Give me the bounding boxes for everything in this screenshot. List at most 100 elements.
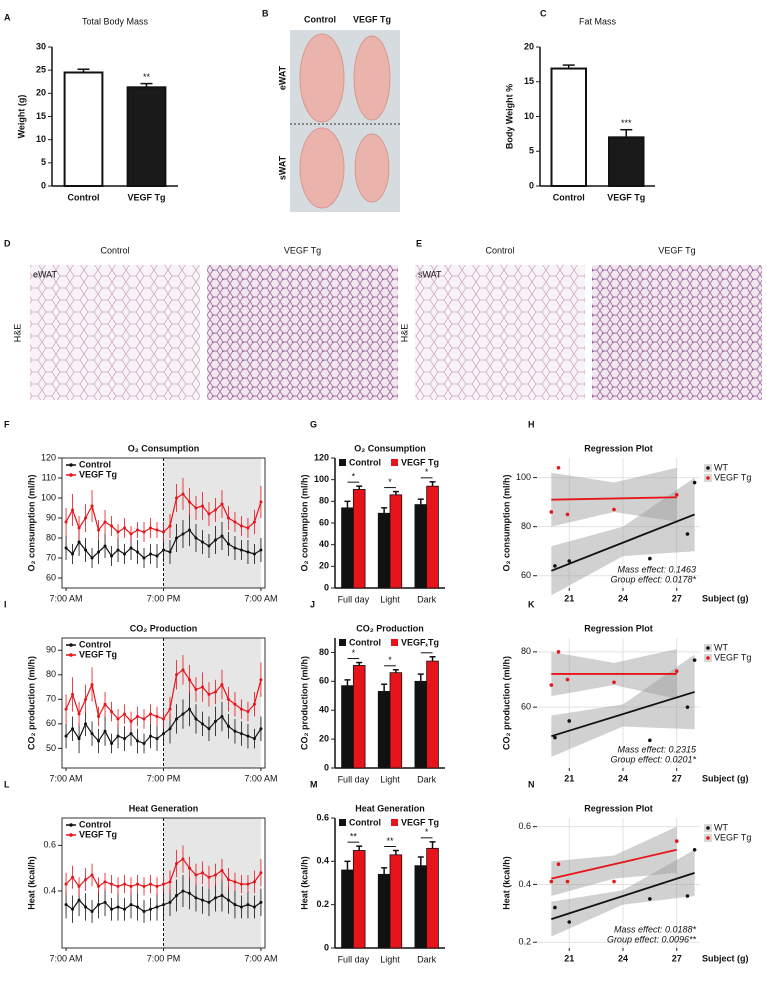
bar: [341, 685, 354, 769]
point: [129, 719, 133, 723]
point: [648, 897, 652, 901]
point: [233, 520, 237, 524]
point: [246, 734, 250, 738]
point: [200, 540, 204, 544]
legend-dot: [706, 656, 710, 660]
point: [162, 903, 165, 907]
point: [162, 717, 165, 721]
y-tick-label: 60: [46, 572, 56, 582]
chart-title: Heat Generation: [129, 803, 199, 813]
dark-period: [163, 458, 261, 588]
point: [136, 905, 140, 909]
histology: [30, 265, 200, 400]
point: [233, 702, 237, 706]
bar: [608, 136, 645, 188]
point: [213, 690, 217, 694]
y-tick-label: 60: [521, 702, 531, 712]
point: [213, 896, 217, 900]
bar: [414, 680, 428, 769]
panel-letter: A: [4, 12, 11, 22]
point: [77, 737, 81, 741]
point: [246, 903, 250, 907]
point: [77, 898, 81, 902]
panel-letter: L: [4, 779, 10, 789]
x-tick-label: 21: [564, 773, 574, 783]
legend-swatch: [391, 819, 398, 826]
significance: *: [388, 477, 392, 487]
x-tick-label: 27: [672, 773, 682, 783]
point: [103, 729, 107, 733]
x-tick-label: 21: [564, 953, 574, 963]
bar: [426, 660, 439, 769]
x-tick-label: Control: [553, 192, 585, 202]
point: [181, 532, 185, 536]
histology: [415, 265, 585, 400]
y-tick-label: 120: [314, 452, 329, 462]
y-tick-label: 100: [516, 472, 531, 482]
column-label: Control: [304, 14, 336, 24]
legend-dot: [69, 653, 73, 657]
point: [71, 727, 75, 731]
x-tick-label: 21: [564, 593, 574, 603]
x-tick-label: 7:00 PM: [147, 773, 181, 783]
point: [168, 880, 172, 884]
bar: [426, 847, 439, 949]
point: [142, 717, 146, 721]
point: [181, 668, 185, 672]
y-tick-label: 0.2: [518, 937, 531, 947]
y-axis-label: O₂ consumption (ml/h): [26, 475, 36, 572]
point: [692, 658, 697, 662]
point: [252, 552, 256, 556]
point: [187, 678, 191, 682]
legend-label: VEGF Tg: [79, 649, 117, 659]
point: [155, 528, 159, 532]
point: [71, 875, 75, 879]
y-tick-label: 110: [42, 472, 56, 482]
panel-letter: M: [310, 779, 318, 789]
significance: *: [425, 827, 429, 837]
point: [142, 556, 146, 560]
point: [123, 882, 127, 886]
point: [194, 688, 198, 692]
point: [162, 548, 165, 552]
y-tick-label: 60: [319, 676, 329, 686]
y-tick-label: 10: [36, 134, 46, 144]
point: [200, 504, 204, 508]
y-tick-label: 0: [41, 180, 46, 190]
legend-label: Control: [79, 459, 111, 469]
point: [64, 903, 68, 907]
legend-label: Control: [349, 817, 381, 827]
point: [149, 712, 153, 716]
significance: **: [386, 836, 394, 846]
y-tick-label: 10: [524, 111, 534, 121]
x-tick-label: Light: [380, 954, 400, 964]
point: [84, 878, 88, 882]
legend-label: WT: [714, 822, 728, 832]
panel-letter: H: [528, 419, 535, 429]
point: [553, 735, 557, 740]
point: [129, 903, 133, 907]
y-axis-label: O₂ consumption (ml/h): [299, 475, 309, 572]
y-tick-label: 80: [521, 521, 531, 531]
point: [136, 714, 140, 718]
point: [168, 727, 172, 731]
point: [84, 905, 88, 909]
point: [103, 702, 107, 706]
point: [129, 732, 133, 736]
point: [239, 524, 243, 528]
point: [97, 528, 101, 532]
point: [252, 905, 256, 909]
point: [556, 650, 561, 654]
legend-label: WT: [714, 462, 728, 472]
point: [233, 903, 237, 907]
x-tick-label: 7:00 AM: [50, 953, 83, 963]
confidence-band: [551, 477, 695, 596]
point: [252, 880, 256, 884]
y-tick-label: 100: [314, 474, 329, 484]
y-tick-label: 15: [524, 76, 534, 86]
chart-title: CO₂ Production: [130, 623, 198, 633]
point: [103, 900, 107, 904]
point: [220, 868, 224, 872]
bar: [352, 850, 366, 949]
